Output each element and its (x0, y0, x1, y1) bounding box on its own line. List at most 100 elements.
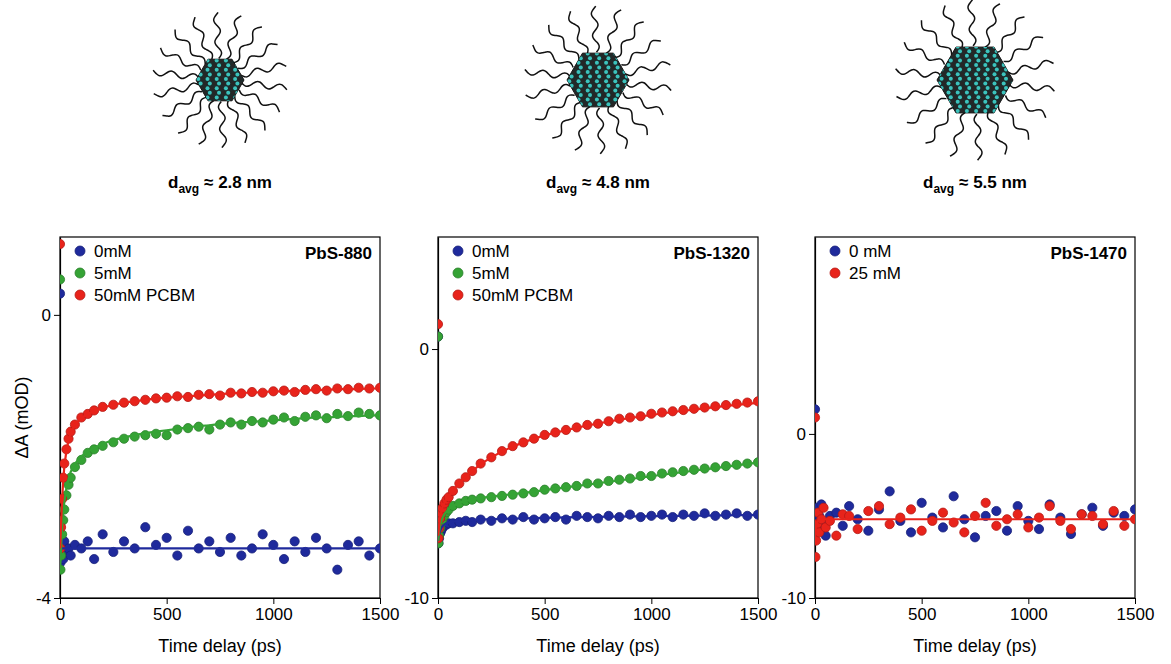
atom (217, 63, 221, 67)
atom (1009, 77, 1013, 81)
atom (616, 47, 620, 51)
atom (208, 72, 212, 76)
panel-title: PbS-880 (305, 244, 372, 263)
atom (570, 102, 574, 106)
ligand (241, 63, 286, 77)
ligand (241, 82, 286, 90)
atom (567, 61, 571, 65)
particle-size-label: davg≈ 2.8 nm (168, 173, 272, 196)
atom (970, 54, 974, 58)
atom (965, 81, 969, 85)
atom (602, 84, 606, 88)
atom (990, 40, 994, 44)
fit-line (60, 388, 380, 548)
nanocrystal-illustration (153, 12, 287, 147)
atom (609, 70, 613, 74)
atom (997, 91, 1001, 95)
data-point (896, 513, 905, 522)
x-axis-line (439, 598, 759, 599)
atom (224, 68, 228, 72)
atom (947, 72, 951, 76)
series (438, 320, 758, 543)
atom (1011, 72, 1015, 76)
legend-item: 50mM PCBM (453, 286, 573, 305)
atom (981, 104, 985, 108)
x-axis-title: Time delay (ps) (158, 636, 281, 656)
atom (196, 95, 200, 99)
atom (201, 86, 205, 90)
plot-area (438, 320, 758, 548)
atom (974, 100, 978, 104)
atom (219, 77, 223, 81)
atom (956, 91, 960, 95)
series (60, 239, 380, 553)
x-axis-line (816, 598, 1136, 599)
x-tick-label: 1500 (1117, 605, 1155, 624)
atom (604, 52, 608, 56)
atom (581, 88, 585, 92)
atom (953, 68, 957, 72)
y-axis-title: ΔA (mOD) (12, 376, 32, 458)
atom (942, 109, 946, 113)
particle-size: ≈ 2.8 nm (204, 173, 272, 192)
data-point (258, 530, 267, 539)
atom (602, 75, 606, 79)
atom (616, 56, 620, 60)
atom (235, 82, 239, 86)
data-point (960, 528, 969, 537)
data-point (1056, 516, 1065, 525)
atom (937, 91, 941, 95)
atom (604, 88, 608, 92)
x-tick-mark (438, 598, 439, 604)
y-tick-mark (809, 434, 815, 435)
atom (949, 86, 953, 90)
atom (953, 114, 957, 118)
atom (963, 40, 967, 44)
atom (988, 63, 992, 67)
atom (937, 81, 941, 85)
y-tick-mark (432, 598, 438, 599)
atom (210, 77, 214, 81)
atom (949, 68, 953, 72)
data-point (917, 498, 926, 507)
atom (956, 100, 960, 104)
atom (570, 65, 574, 69)
atom (574, 75, 578, 79)
atom (606, 56, 610, 60)
atom (231, 72, 235, 76)
atom (953, 104, 957, 108)
atom (935, 58, 939, 62)
atom (970, 63, 974, 67)
x-axis: 050010001500 (56, 598, 400, 624)
atom (986, 114, 990, 118)
atom (963, 68, 967, 72)
atom (947, 45, 951, 49)
x-tick-mark (167, 598, 168, 604)
atom (238, 86, 242, 90)
atom (588, 56, 592, 60)
atom (616, 102, 620, 106)
atom (1011, 54, 1015, 58)
atom (606, 47, 610, 51)
x-axis: 050010001500 (434, 598, 778, 624)
atom (981, 68, 985, 72)
particle-symbol: d (546, 173, 556, 192)
x-tick: 0 (811, 598, 820, 624)
atom (963, 95, 967, 99)
atom (623, 88, 627, 92)
atom (983, 63, 987, 67)
data-point (938, 523, 947, 532)
atom (565, 65, 569, 69)
atom (609, 107, 613, 111)
atom (199, 54, 203, 58)
atom (611, 47, 615, 51)
data-point (885, 487, 894, 496)
atom (600, 70, 604, 74)
atom (623, 79, 627, 83)
atom (976, 114, 980, 118)
atom (940, 114, 944, 118)
atom (993, 100, 997, 104)
atom (583, 93, 587, 97)
atom (999, 104, 1003, 108)
atom (953, 58, 957, 62)
